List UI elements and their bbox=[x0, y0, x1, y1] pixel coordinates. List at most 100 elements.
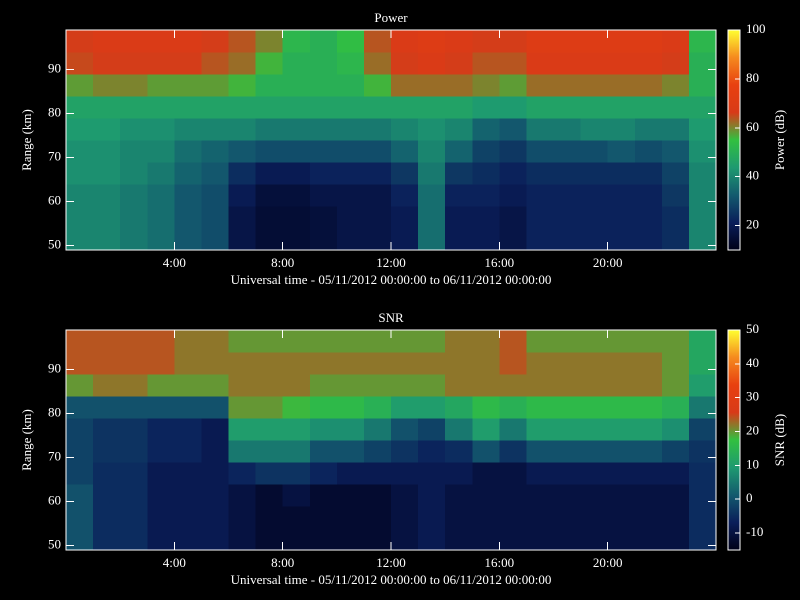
heatmap-cell bbox=[282, 118, 311, 141]
heatmap-cell bbox=[363, 440, 392, 463]
heatmap-cell bbox=[418, 528, 446, 551]
colorbar-label: Power (dB) bbox=[772, 110, 787, 170]
heatmap-cell bbox=[336, 140, 365, 163]
heatmap-cell bbox=[93, 184, 121, 207]
heatmap-cell bbox=[391, 396, 419, 419]
colorbar-tick-label: 50 bbox=[746, 321, 759, 336]
heatmap-cell bbox=[607, 206, 636, 229]
heatmap-cell bbox=[688, 528, 717, 551]
heatmap-cell bbox=[472, 206, 500, 229]
heatmap-cell bbox=[363, 228, 392, 251]
heatmap-cell bbox=[391, 440, 419, 463]
heatmap-cell bbox=[499, 352, 527, 375]
heatmap-cell bbox=[282, 418, 311, 441]
heatmap-cell bbox=[607, 418, 636, 441]
heatmap-cell bbox=[607, 162, 636, 185]
heatmap-cell bbox=[445, 184, 473, 207]
heatmap-cell bbox=[607, 52, 636, 75]
heatmap-cell bbox=[255, 74, 284, 97]
heatmap-cell bbox=[282, 74, 311, 97]
heatmap-cell bbox=[228, 184, 257, 207]
heatmap-cell bbox=[363, 118, 392, 141]
heatmap-cell bbox=[499, 418, 527, 441]
heatmap-cell bbox=[228, 228, 257, 251]
heatmap-cell bbox=[688, 52, 717, 75]
heatmap-cell bbox=[66, 96, 94, 119]
colorbar bbox=[727, 329, 741, 551]
heatmap-cell bbox=[688, 440, 717, 463]
heatmap-cell bbox=[526, 330, 554, 353]
heatmap-cell bbox=[228, 352, 257, 375]
heatmap-cell bbox=[607, 396, 636, 419]
heatmap-cell bbox=[499, 506, 527, 529]
heatmap-cell bbox=[472, 374, 500, 397]
heatmap-cell bbox=[499, 228, 527, 251]
heatmap-cell bbox=[553, 528, 582, 551]
heatmap-cell bbox=[391, 162, 419, 185]
chart-title: SNR bbox=[378, 310, 404, 325]
heatmap-cell bbox=[174, 528, 202, 551]
heatmap-cell bbox=[93, 30, 121, 53]
heatmap-cell bbox=[499, 184, 527, 207]
heatmap-cell bbox=[445, 206, 473, 229]
heatmap-cell bbox=[255, 52, 284, 75]
y-tick-label: 70 bbox=[48, 449, 61, 464]
heatmap-cell bbox=[66, 118, 94, 141]
heatmap-cell bbox=[445, 140, 473, 163]
heatmap-cell bbox=[607, 118, 636, 141]
heatmap-cell bbox=[228, 330, 257, 353]
heatmap-cell bbox=[282, 396, 311, 419]
heatmap-cell bbox=[688, 30, 717, 53]
heatmap-cell bbox=[418, 462, 446, 485]
heatmap-cell bbox=[553, 484, 582, 507]
heatmap-cell bbox=[553, 52, 582, 75]
heatmap-cell bbox=[580, 184, 609, 207]
heatmap-cell bbox=[418, 396, 446, 419]
heatmap-cell bbox=[688, 506, 717, 529]
heatmap-cell bbox=[418, 440, 446, 463]
heatmap-cell bbox=[120, 228, 148, 251]
x-tick-label: 16:00 bbox=[485, 255, 515, 270]
heatmap-cell bbox=[688, 396, 717, 419]
heatmap-cell bbox=[201, 330, 229, 353]
heatmap-cell bbox=[553, 374, 582, 397]
x-axis-label: Universal time - 05/11/2012 00:00:00 to … bbox=[231, 572, 552, 587]
heatmap-cell bbox=[553, 330, 582, 353]
heatmap-cell bbox=[607, 228, 636, 251]
heatmap-cell bbox=[336, 528, 365, 551]
heatmap-cell bbox=[391, 74, 419, 97]
heatmap-cell bbox=[255, 528, 284, 551]
heatmap-cell bbox=[688, 374, 717, 397]
heatmap-cell bbox=[93, 330, 121, 353]
heatmap-cell bbox=[120, 396, 148, 419]
heatmap-cell bbox=[228, 528, 257, 551]
heatmap-cell bbox=[255, 462, 284, 485]
colorbar-tick-label: 20 bbox=[746, 217, 759, 232]
heatmap-cell bbox=[580, 506, 609, 529]
heatmap-cell bbox=[120, 374, 148, 397]
heatmap-cell bbox=[526, 206, 554, 229]
heatmap-cell bbox=[174, 162, 202, 185]
heatmap-cell bbox=[553, 506, 582, 529]
heatmap-cell bbox=[147, 374, 175, 397]
heatmap-cell bbox=[445, 74, 473, 97]
heatmap-cell bbox=[228, 418, 257, 441]
y-tick-label: 90 bbox=[48, 361, 61, 376]
heatmap-cell bbox=[363, 484, 392, 507]
heatmap-cell bbox=[201, 228, 229, 251]
heatmap-cell bbox=[445, 528, 473, 551]
y-axis-label: Range (km) bbox=[19, 409, 34, 471]
heatmap-cell bbox=[201, 74, 229, 97]
colorbar-tick-label: 40 bbox=[746, 355, 759, 370]
heatmap-cell bbox=[66, 74, 94, 97]
heatmap-cell bbox=[580, 206, 609, 229]
heatmap-cell bbox=[336, 228, 365, 251]
chart-title: Power bbox=[374, 10, 408, 25]
heatmap-cell bbox=[174, 484, 202, 507]
heatmap-cell bbox=[66, 352, 94, 375]
heatmap-cell bbox=[363, 506, 392, 529]
heatmap-cell bbox=[174, 506, 202, 529]
heatmap-cell bbox=[120, 506, 148, 529]
heatmap-cell bbox=[120, 140, 148, 163]
heatmap-cell bbox=[580, 528, 609, 551]
